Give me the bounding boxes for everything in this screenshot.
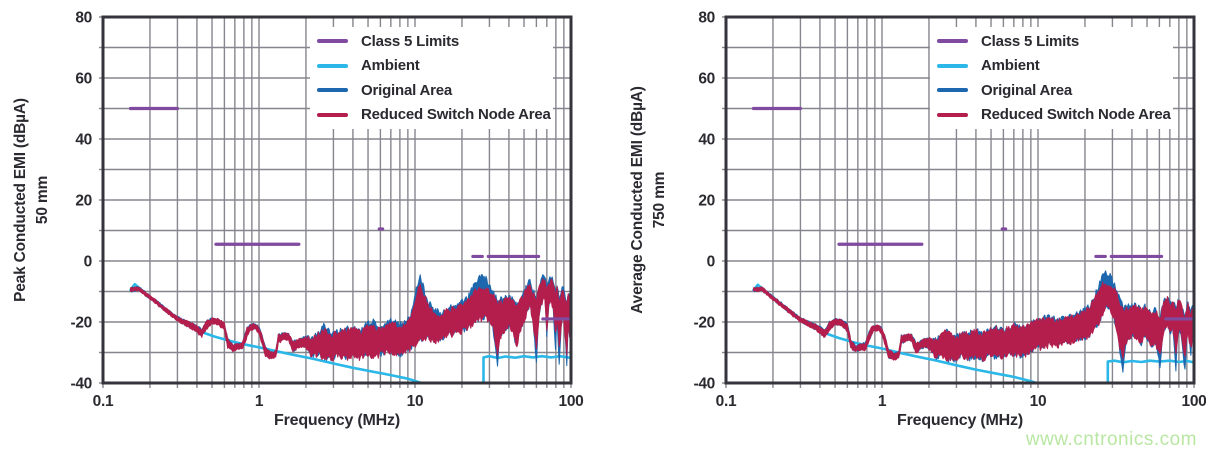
svg-text:40: 40 xyxy=(75,132,92,149)
reduced-switch-node-area-series xyxy=(130,278,571,362)
svg-text:20: 20 xyxy=(698,193,715,210)
svg-text:60: 60 xyxy=(75,71,92,88)
svg-text:80: 80 xyxy=(698,10,715,27)
x-tick-labels: 0.1 1 10 100 xyxy=(716,393,1206,410)
legend-item: Class 5 Limits xyxy=(937,30,1173,52)
plot-border xyxy=(101,15,573,385)
svg-text:-20: -20 xyxy=(693,315,715,332)
legend-label: Original Area xyxy=(981,81,1073,99)
legend-item: Class 5 Limits xyxy=(317,30,553,52)
legend-label: Ambient xyxy=(361,57,420,75)
svg-text:60: 60 xyxy=(698,71,715,88)
legend-label: Class 5 Limits xyxy=(361,32,460,50)
legend-swatch-line xyxy=(937,39,968,43)
svg-text:80: 80 xyxy=(75,10,92,27)
svg-text:-20: -20 xyxy=(70,315,92,332)
y-tick-labels: 80 60 40 20 0 -20 -40 xyxy=(70,10,92,393)
svg-text:10: 10 xyxy=(407,393,424,410)
right-y-axis-sublabel: 750 mm xyxy=(651,171,668,229)
left-chart-legend: Class 5 Limits Ambient Original Area Reduce… xyxy=(310,27,553,129)
watermark: www.cntronics.com xyxy=(1025,429,1197,450)
svg-text:0.1: 0.1 xyxy=(716,393,737,410)
svg-text:-40: -40 xyxy=(693,376,715,393)
svg-text:20: 20 xyxy=(75,193,92,210)
reduced-switch-node-area-series xyxy=(753,281,1194,362)
svg-text:100: 100 xyxy=(559,393,584,410)
legend-swatch-line xyxy=(937,88,968,93)
legend-label: Ambient xyxy=(981,57,1040,75)
svg-text:0: 0 xyxy=(84,254,92,271)
legend-label: Original Area xyxy=(361,81,453,99)
y-tick-labels: 80 60 40 20 0 -20 -40 xyxy=(693,10,715,393)
svg-text:40: 40 xyxy=(698,132,715,149)
svg-text:0.1: 0.1 xyxy=(93,393,114,410)
right-chart-legend: Class 5 Limits Ambient Original Area Reduce… xyxy=(930,27,1173,129)
legend-item: Original Area xyxy=(937,79,1173,101)
right-y-axis-label: Average Conducted EMI (dBµA) xyxy=(629,86,646,314)
legend-swatch-line xyxy=(317,63,348,68)
svg-text:0: 0 xyxy=(707,254,715,271)
legend-swatch-line xyxy=(317,39,348,43)
legend-label: Reduced Switch Node Area xyxy=(981,106,1171,124)
legend-swatch-line xyxy=(317,112,348,117)
left-chart-y-axis-title: Peak Conducted EMI (dBµA) 50 mm xyxy=(9,10,55,390)
legend-swatch-line xyxy=(317,88,348,93)
svg-text:100: 100 xyxy=(1182,393,1206,410)
legend-label: Reduced Switch Node Area xyxy=(361,106,551,124)
svg-text:1: 1 xyxy=(255,393,264,410)
class5-limits-series xyxy=(751,106,1196,321)
x-tick-labels: 0.1 1 10 100 xyxy=(93,393,584,410)
legend-item: Reduced Switch Node Area xyxy=(937,104,1173,126)
legend-item: Original Area xyxy=(317,79,553,101)
left-y-axis-label: Peak Conducted EMI (dBµA) xyxy=(12,98,29,302)
plot-border xyxy=(724,15,1196,385)
left-y-axis-sublabel: 50 mm xyxy=(34,175,51,225)
legend-item: Ambient xyxy=(317,55,553,77)
class5-limits-series xyxy=(128,106,573,321)
svg-text:1: 1 xyxy=(878,393,887,410)
svg-text:-40: -40 xyxy=(70,376,92,393)
right-chart-x-axis-title: Frequency (MHz) xyxy=(897,412,1023,429)
legend-swatch-line xyxy=(937,112,968,117)
left-chart-x-axis-title: Frequency (MHz) xyxy=(274,412,400,429)
legend-item: Ambient xyxy=(937,55,1173,77)
legend-item: Reduced Switch Node Area xyxy=(317,104,553,126)
legend-label: Class 5 Limits xyxy=(981,32,1080,50)
legend-swatch-line xyxy=(937,63,968,68)
right-chart-y-axis-title: Average Conducted EMI (dBµA) 750 mm xyxy=(626,10,672,390)
svg-text:10: 10 xyxy=(1030,393,1047,410)
